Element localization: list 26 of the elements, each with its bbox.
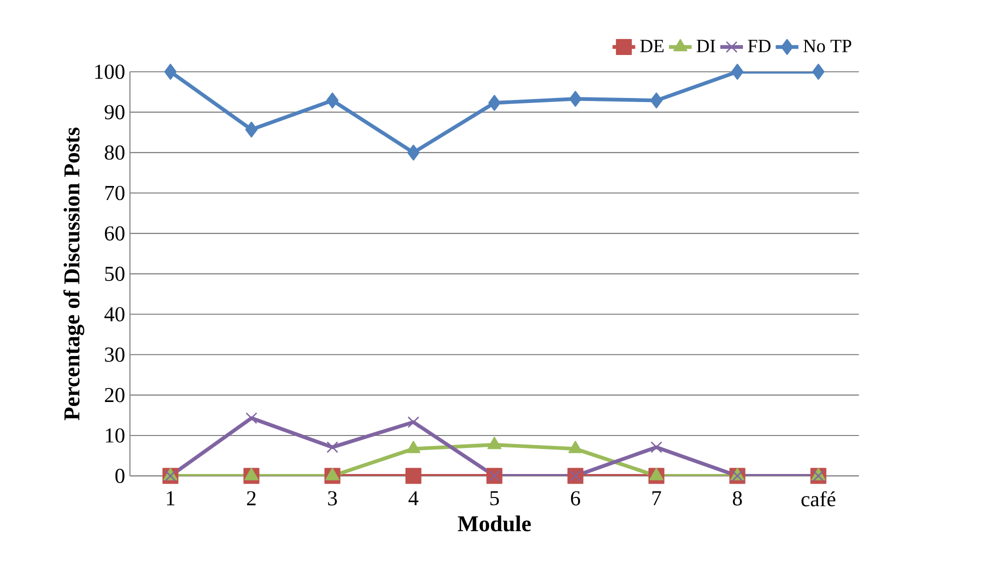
y-tick-label: 30 — [105, 347, 124, 362]
x-tick-label: 2 — [247, 491, 256, 506]
y-axis-title: Percentage of Discussion Posts — [63, 128, 84, 420]
x-tick-label: 6 — [571, 491, 580, 506]
y-tick-label: 60 — [104, 226, 124, 241]
x-tick-label: café — [802, 491, 836, 506]
legend-label: No TP — [803, 40, 852, 52]
y-tick-label: 0 — [115, 468, 124, 484]
legend-label: FD — [748, 40, 770, 52]
y-tick-label: 20 — [104, 388, 124, 402]
y-tick-label: 80 — [104, 145, 124, 160]
x-tick-label: 1 — [166, 491, 174, 506]
x-tick-label: 4 — [408, 491, 418, 506]
x-tick-label: 3 — [328, 491, 337, 506]
y-tick-label: 40 — [104, 307, 124, 322]
y-tick-label: 70 — [105, 186, 124, 200]
y-tick-label: 50 — [105, 266, 124, 281]
legend-label: DI — [696, 40, 716, 52]
x-tick-label: 7 — [652, 491, 662, 506]
x-axis-title: Module — [458, 515, 531, 532]
x-tick-label: 5 — [490, 491, 499, 506]
y-tick-label: 100 — [95, 64, 124, 79]
y-tick-label: 90 — [104, 104, 124, 120]
x-tick-label: 8 — [732, 491, 742, 506]
y-tick-label: 10 — [106, 428, 124, 443]
legend-label: DE — [640, 40, 664, 52]
